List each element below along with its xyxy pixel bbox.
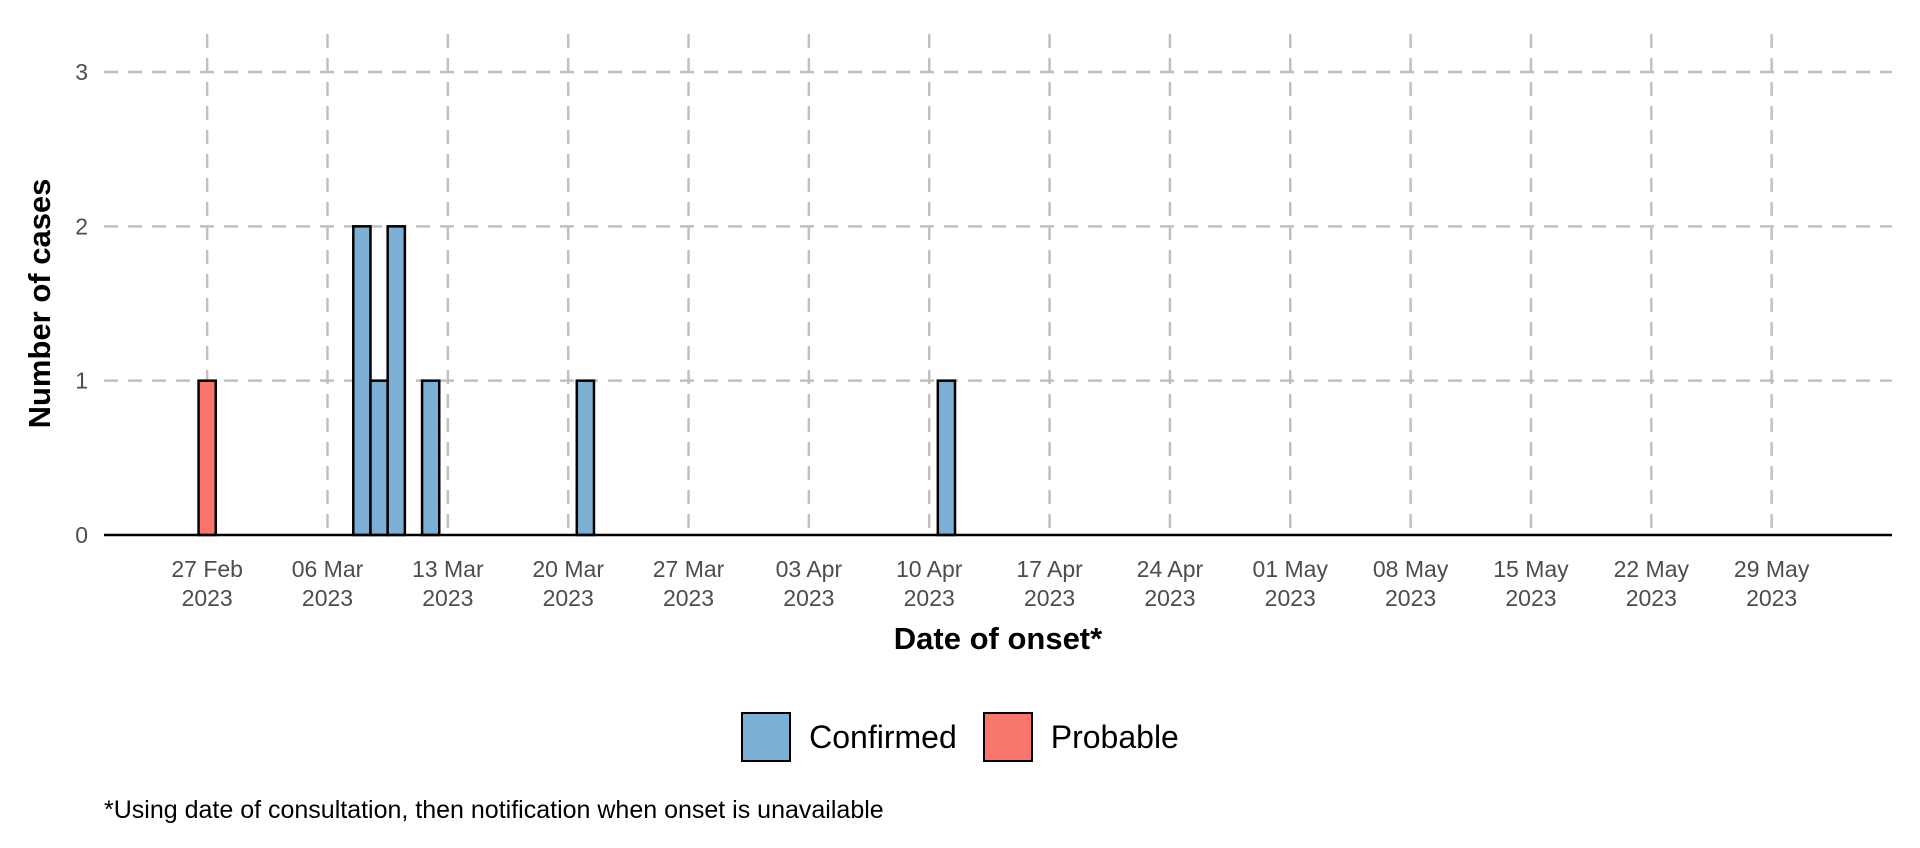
x-tick-label: 27 Mar: [653, 556, 725, 582]
x-tick-label: 2023: [1144, 585, 1195, 611]
epi-curve-chart: 0 1 2 3 27 Feb 2023 06 Mar 2023 13 Mar 2023 20 Mar…: [22, 34, 1892, 656]
legend-item-probable: Probable: [982, 712, 1179, 762]
legend-swatch-probable: [982, 712, 1033, 762]
axes: 0 1 2 3 27 Feb 2023 06 Mar 2023 13 Mar 2023 20 Mar…: [75, 59, 1892, 611]
legend: Confirmed Probable: [0, 712, 1920, 762]
x-tick-label: 2023: [1385, 585, 1436, 611]
x-tick-label: 2023: [1626, 585, 1677, 611]
bar-confirmed: [420, 379, 441, 537]
x-tick-label: 08 May: [1373, 556, 1449, 582]
bar-probable: [197, 379, 218, 537]
x-tick-label: 2023: [1265, 585, 1316, 611]
x-tick-label: 20 Mar: [532, 556, 604, 582]
y-tick-label: 2: [75, 213, 88, 239]
x-tick-label: 03 Apr: [776, 556, 843, 582]
x-axis-title: Date of onset*: [894, 621, 1103, 656]
x-tick-label: 2023: [904, 585, 955, 611]
x-tick-label: 2023: [543, 585, 594, 611]
x-tick-label: 15 May: [1493, 556, 1569, 582]
x-tick-label: 2023: [182, 585, 233, 611]
x-tick-label: 2023: [783, 585, 834, 611]
x-tick-label: 24 Apr: [1137, 556, 1204, 582]
legend-swatch-confirmed: [741, 712, 792, 762]
y-tick-label: 0: [75, 522, 88, 548]
x-tick-label: 06 Mar: [292, 556, 364, 582]
legend-item-confirmed: Confirmed: [741, 712, 957, 762]
x-tick-label: 2023: [1505, 585, 1556, 611]
legend-label-confirmed: Confirmed: [809, 718, 957, 755]
x-tick-label: 2023: [1024, 585, 1075, 611]
x-tick-label: 2023: [302, 585, 353, 611]
bar-confirmed: [386, 225, 407, 537]
x-tick-label: 17 Apr: [1016, 556, 1083, 582]
y-tick-label: 3: [75, 59, 88, 85]
bar-confirmed: [352, 225, 372, 537]
legend-label-probable: Probable: [1050, 718, 1179, 755]
y-tick-label: 1: [75, 368, 88, 394]
x-tick-label: 27 Feb: [171, 556, 243, 582]
x-tick-label: 2023: [1746, 585, 1797, 611]
bar-confirmed: [575, 379, 596, 537]
footnote: *Using date of consultation, then notifi…: [104, 796, 884, 824]
x-tick-label: 2023: [663, 585, 714, 611]
y-axis-title: Number of cases: [22, 179, 57, 429]
bar-confirmed: [369, 379, 389, 537]
x-tick-label: 10 Apr: [896, 556, 963, 582]
x-tick-label: 13 Mar: [412, 556, 484, 582]
x-tick-label: 29 May: [1734, 556, 1810, 582]
bar-confirmed: [936, 379, 957, 537]
x-tick-label: 2023: [422, 585, 473, 611]
x-tick-label: 22 May: [1614, 556, 1690, 582]
bars: [197, 225, 957, 537]
x-tick-label: 01 May: [1253, 556, 1329, 582]
